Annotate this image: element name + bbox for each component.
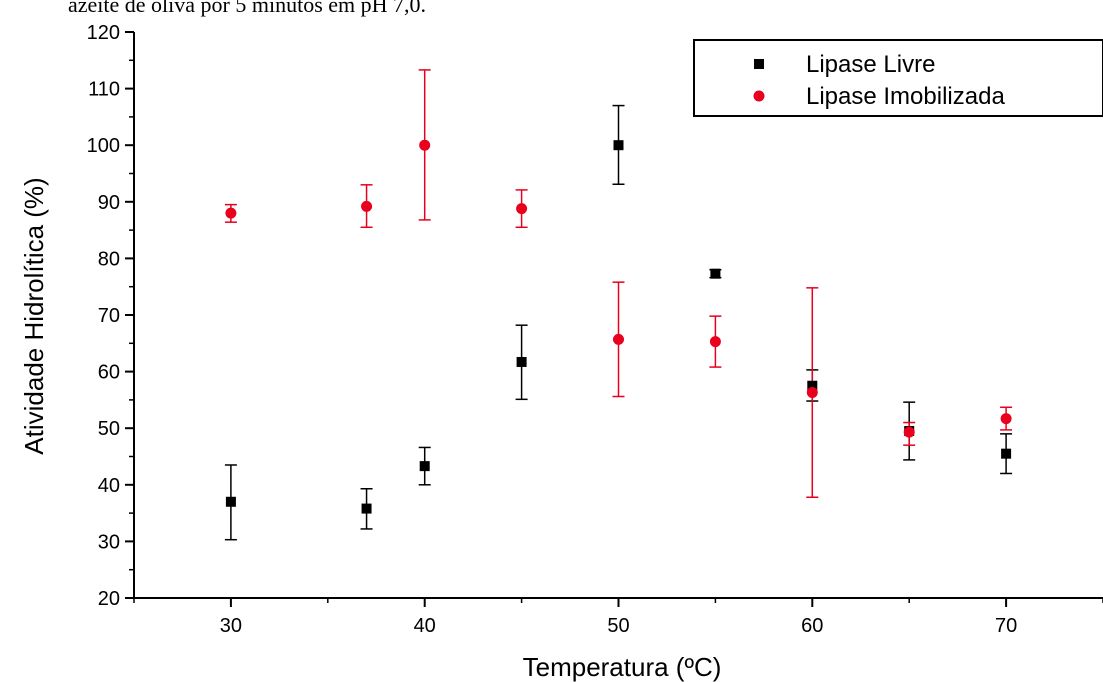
y-tick-label: 60	[98, 362, 120, 384]
y-tick-label: 110	[88, 79, 120, 101]
data-point-lipase-imobilizada	[903, 426, 915, 438]
legend-label-lipase-livre: Lipase Livre	[806, 51, 935, 78]
y-tick-label: 100	[87, 135, 120, 157]
legend-box	[693, 39, 1103, 117]
figure-caption: azeite de oliva por 5 minutos em pH 7,0.	[68, 0, 427, 17]
data-point-lipase-livre	[419, 461, 430, 472]
x-tick-label: 70	[995, 615, 1017, 637]
x-tick-label: 50	[607, 615, 629, 637]
data-point-lipase-imobilizada	[1000, 413, 1012, 425]
y-tick-label: 120	[87, 22, 120, 44]
data-point-lipase-livre	[1001, 448, 1012, 459]
data-point-lipase-imobilizada	[709, 336, 721, 348]
x-axis-label: Temperatura (ºC)	[523, 652, 722, 682]
data-point-lipase-livre	[613, 140, 624, 151]
y-axis-label: Atividade Hidrolítica (%)	[19, 177, 49, 454]
y-tick-label: 20	[98, 588, 120, 610]
y-tick-label: 50	[98, 418, 120, 440]
data-point-lipase-imobilizada	[516, 203, 528, 215]
legend-label-lipase-imobilizada: Lipase Imobilizada	[806, 83, 1005, 110]
axes: 20 30 40 50 60 70 80 90 100 110 120 30 40 50 60 70	[87, 22, 1103, 637]
x-tick-label: 30	[220, 615, 242, 637]
data-point-lipase-livre	[807, 380, 818, 391]
x-tick-label: 60	[801, 615, 823, 637]
data-point-lipase-imobilizada	[225, 207, 237, 219]
data-point-lipase-livre	[361, 503, 372, 514]
y-tick-label: 30	[98, 531, 120, 553]
y-tick-label: 80	[98, 248, 120, 270]
data-point-lipase-livre	[225, 496, 236, 507]
legend-marker-lipase-livre	[754, 59, 764, 69]
y-tick-label: 90	[98, 192, 120, 214]
legend-marker-lipase-imobilizada	[753, 90, 765, 102]
data-markers	[225, 139, 1012, 514]
data-point-lipase-livre	[710, 268, 721, 279]
x-tick-label: 40	[414, 615, 436, 637]
data-point-lipase-imobilizada	[806, 387, 818, 399]
y-tick-label: 40	[98, 475, 120, 497]
data-point-lipase-imobilizada	[419, 139, 431, 151]
legend: Lipase Livre Lipase Imobilizada	[693, 39, 1103, 117]
data-point-lipase-livre	[516, 356, 527, 367]
y-tick-label: 70	[98, 305, 120, 327]
data-point-lipase-imobilizada	[613, 333, 624, 345]
data-point-lipase-imobilizada	[361, 200, 373, 212]
